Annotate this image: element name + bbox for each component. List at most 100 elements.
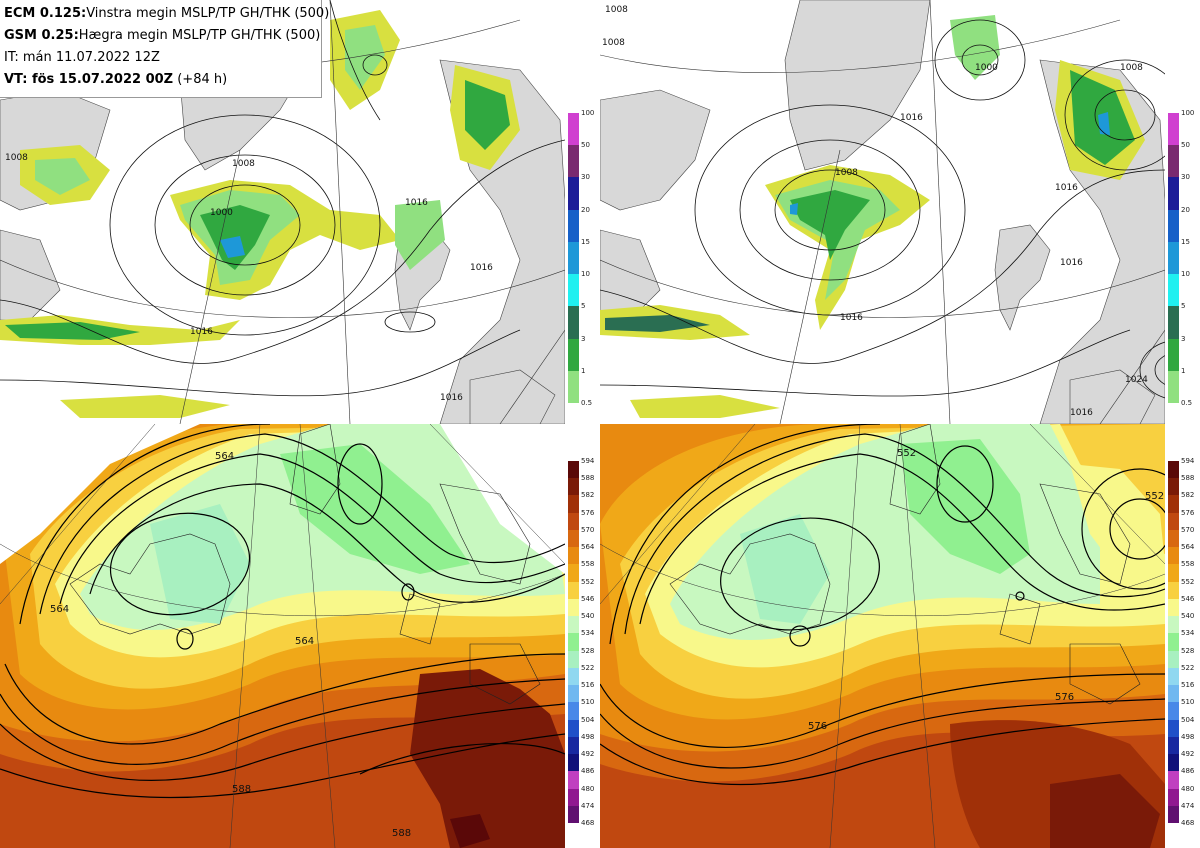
gsm-mslp-label: 1016 — [840, 313, 863, 323]
ecm-gh-label: 564 — [215, 451, 234, 462]
gh-legend-label: 468 — [1181, 819, 1195, 827]
precip-legend-label: 3 — [581, 334, 586, 343]
gh-legend-label: 534 — [581, 629, 595, 638]
gh-legend-label: 540 — [581, 612, 595, 621]
gh-legend-label: 516 — [581, 681, 595, 690]
gh-legend-swatch — [1168, 512, 1179, 531]
gh-legend-swatch — [568, 685, 579, 703]
gh-legend-label: 576 — [581, 508, 595, 517]
precip-legend-label: 15 — [1181, 237, 1190, 246]
ecm-mslp-label: 1016 — [405, 198, 428, 208]
gsm-mslp-label: 1016 — [900, 113, 923, 123]
precip-legend-label: 1 — [581, 366, 586, 375]
gh-legend-swatch — [568, 650, 579, 669]
gh-legend-swatch — [1168, 667, 1179, 686]
precip-legend-label: 100 — [581, 109, 595, 117]
gh-legend-label: 558 — [581, 560, 595, 569]
ecm-mslp-label: 1000 — [210, 208, 233, 218]
gh-legend-swatch — [1168, 754, 1179, 772]
precip-legend-swatch — [568, 145, 579, 178]
gh-legend-swatch — [1168, 771, 1179, 790]
gh-legend-label: 552 — [581, 577, 595, 586]
precip-legend-swatch — [568, 209, 579, 243]
precip-legend-swatch — [1168, 274, 1179, 307]
gh-legend-swatch — [568, 581, 579, 600]
gh-legend-swatch — [568, 529, 579, 548]
gh-legend-label: 564 — [581, 543, 595, 552]
gh-legend-swatch — [1168, 478, 1179, 496]
gh-legend-swatch — [568, 702, 579, 721]
precip-legend-swatch — [568, 370, 579, 404]
precip-legend-swatch — [1168, 209, 1179, 243]
ecm-mslp-svg: 1008 1000 1016 1016 1016 1008 1016 — [0, 0, 565, 424]
gh-legend-swatch — [1168, 616, 1179, 634]
gh-legend-swatch — [1168, 461, 1179, 479]
gh-legend-label: 516 — [1181, 681, 1195, 690]
gh-legend-label: 540 — [1181, 612, 1195, 621]
gh-legend-swatch — [568, 633, 579, 652]
gh-legend-label: 528 — [581, 646, 595, 655]
gh-legend-swatch — [568, 478, 579, 496]
gh-legend-swatch — [1168, 685, 1179, 703]
gh-legend-swatch — [1168, 788, 1179, 807]
gh-legend-label: 576 — [1181, 508, 1195, 517]
gh-legend-swatch — [568, 667, 579, 686]
gh-legend-label: 498 — [1181, 732, 1195, 741]
gh-legend-swatch — [1168, 547, 1179, 565]
gsm-gh-svg: 552 552 576 576 — [600, 424, 1165, 848]
gh-legend-label: 582 — [581, 491, 595, 500]
gh-legend-label: 510 — [1181, 698, 1195, 707]
gsm-model-label: GSM 0.25: — [4, 28, 79, 43]
gsm-mslp-label: 1008 — [1120, 63, 1143, 73]
ecm-gh-label: 564 — [295, 636, 314, 647]
gh-legend-swatch — [1168, 495, 1179, 514]
gsm-mslp-label: 1016 — [1060, 258, 1083, 268]
gh-legend-label: 480 — [581, 784, 595, 793]
gh-legend-swatch — [1168, 719, 1179, 738]
gh-legend-label: 498 — [581, 732, 595, 741]
gh-legend-label: 486 — [581, 767, 595, 776]
gsm-gh-map: 552 552 576 576 — [600, 424, 1165, 848]
gsm-mslp-label: 1016 — [1055, 183, 1078, 193]
ecm-mslp-label: 1016 — [470, 263, 493, 273]
precip-legend-label: 0.5 — [1181, 399, 1193, 407]
gsm-mslp-label: 1024 — [1125, 375, 1148, 385]
gh-legend-swatch — [1168, 736, 1179, 755]
gsm-gh-label: 552 — [1145, 491, 1164, 502]
precip-legend-label: 50 — [581, 141, 590, 150]
gh-legend-swatch — [1168, 564, 1179, 583]
title-line-ecm: ECM 0.125:Vinstra megin MSLP/TP GH/THK (… — [4, 3, 329, 25]
precip-legend-label: 3 — [1181, 334, 1186, 343]
gh-legend-label: 480 — [1181, 784, 1195, 793]
precip-legend-label: 100 — [1181, 109, 1195, 117]
precip-legend-swatch — [1168, 306, 1179, 340]
precip-legend-label: 10 — [1181, 270, 1190, 279]
gsm-gh-label: 576 — [1055, 692, 1074, 703]
gh-legend-swatch — [568, 547, 579, 565]
precip-legend-swatch — [568, 306, 579, 340]
gh-legend-label: 492 — [1181, 750, 1195, 759]
precip-legend-swatch — [1168, 241, 1179, 275]
precip-legend-swatch — [568, 241, 579, 275]
gh-legend-swatch — [568, 598, 579, 617]
gsm-mslp-label: 1016 — [1070, 408, 1093, 418]
gsm-mslp-label: 1008 — [835, 168, 858, 178]
precip-legend-swatch — [568, 177, 579, 211]
precip-legend-label: 5 — [581, 302, 586, 311]
gh-legend-label: 474 — [1181, 801, 1195, 810]
gsm-mslp-svg: 1008 1008 1000 1008 1016 1008 1016 1016 … — [600, 0, 1165, 424]
gh-legend-swatch — [568, 461, 579, 479]
gh-legend-label: 564 — [1181, 543, 1195, 552]
precip-legend-label: 1 — [1181, 366, 1186, 375]
gsm-gh-label: 576 — [808, 721, 827, 732]
ecm-gh-label: 588 — [392, 828, 411, 839]
gh-legend-label: 504 — [1181, 715, 1195, 724]
gh-legend-label: 594 — [1181, 457, 1195, 465]
gh-legend-swatch — [568, 771, 579, 790]
ecm-mslp-label: 1008 — [5, 153, 28, 163]
precip-legend-swatch — [1168, 338, 1179, 372]
gh-legend-label: 528 — [1181, 646, 1195, 655]
precip-legend-label: 20 — [581, 205, 590, 214]
gh-legend-label: 570 — [581, 525, 595, 534]
ecm-mslp-label: 1016 — [190, 327, 213, 337]
